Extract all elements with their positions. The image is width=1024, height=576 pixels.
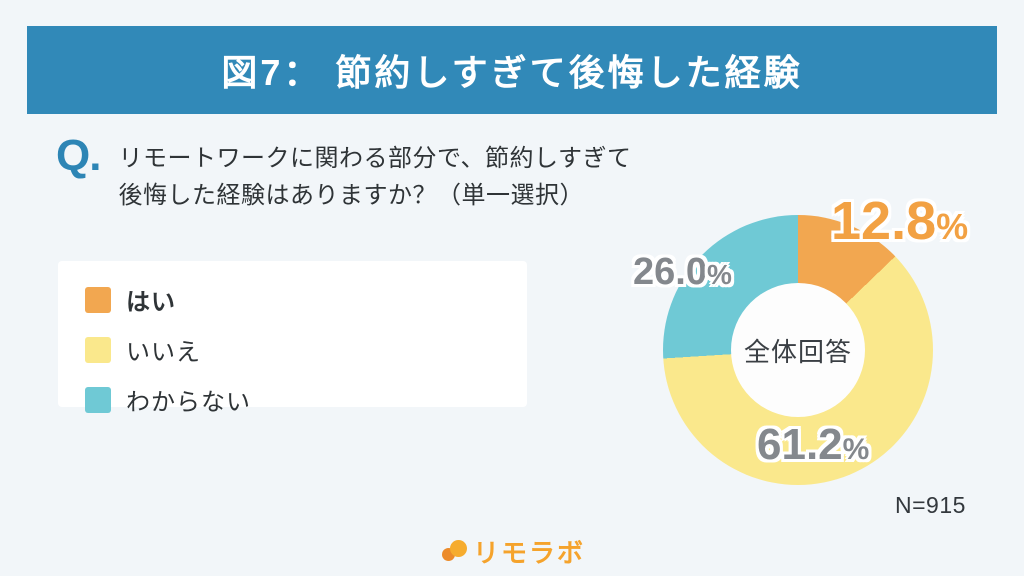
sample-size-label: N=915 bbox=[895, 492, 966, 518]
logo-text: リモラボ bbox=[472, 537, 585, 568]
logo-circle-big bbox=[449, 540, 467, 557]
question-text: リモートワークに関わる部分で、節約しすぎて 後悔した経験はありますか？（単一選択… bbox=[118, 134, 631, 214]
footer-logo: リモラボ bbox=[0, 534, 1024, 568]
slice-label-yes: 12.8% bbox=[831, 190, 968, 252]
slice-value-unknown: 26.0 bbox=[633, 251, 707, 293]
question-block: Q. リモートワークに関わる部分で、節約しすぎて 後悔した経験はありますか？（単… bbox=[56, 134, 632, 214]
slice-suffix-no: % bbox=[842, 433, 870, 466]
header-band: 図7： 節約しすぎて後悔した経験 bbox=[27, 26, 997, 114]
question-prefix: Q. bbox=[56, 131, 101, 180]
legend-swatch-no bbox=[85, 336, 111, 363]
slice-suffix-yes: % bbox=[936, 206, 969, 247]
legend-item-no: いいえ bbox=[85, 332, 527, 367]
legend-swatch-unknown bbox=[85, 386, 111, 413]
donut-center-label: 全体回答 bbox=[743, 336, 852, 367]
slice-value-yes: 12.8 bbox=[831, 191, 937, 251]
remolab-logo-icon bbox=[439, 537, 469, 565]
legend-item-yes: はい bbox=[85, 282, 527, 317]
legend-label-unknown: わからない bbox=[126, 389, 251, 416]
donut-chart: 全体回答 bbox=[663, 215, 933, 485]
legend-swatch-yes bbox=[85, 286, 111, 313]
legend-card: はい いいえ わからない bbox=[58, 261, 527, 416]
page-title: 図7： 節約しすぎて後悔した経験 bbox=[221, 52, 803, 93]
slice-label-no: 61.2% bbox=[757, 420, 869, 470]
legend-label-yes: はい bbox=[126, 289, 176, 316]
donut-hole bbox=[731, 283, 865, 417]
question-line-2: 後悔した経験はありますか？（単一選択） bbox=[118, 182, 584, 209]
question-line-1: リモートワークに関わる部分で、節約しすぎて bbox=[118, 145, 632, 172]
legend-item-unknown: わからない bbox=[85, 382, 527, 417]
slice-suffix-unknown: % bbox=[706, 259, 732, 290]
legend-label-no: いいえ bbox=[126, 339, 201, 366]
slice-label-unknown: 26.0% bbox=[633, 251, 732, 294]
slice-value-no: 61.2 bbox=[757, 420, 843, 469]
